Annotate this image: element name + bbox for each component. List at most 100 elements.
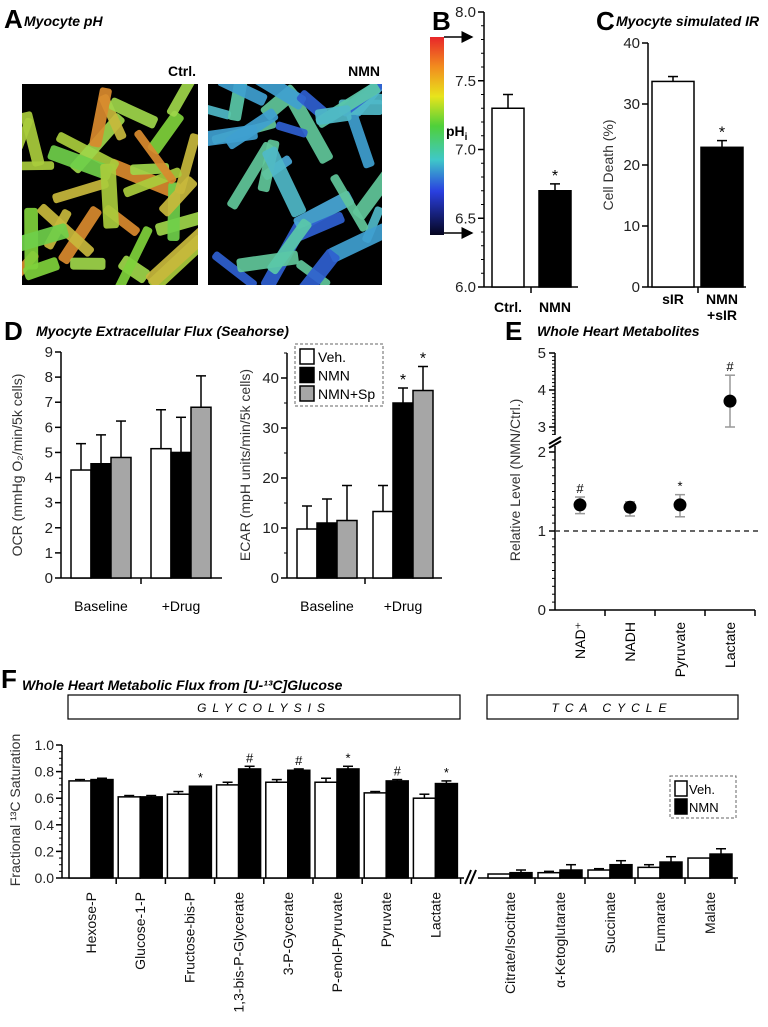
y-tick-label: 0.0 [35,870,55,886]
y-tick-label: 8 [45,369,53,386]
x-category-label: +Drug [162,598,201,614]
bar [287,769,311,879]
x-category-label: NMN [539,299,571,315]
significance-marker: # [246,750,254,765]
bar [70,469,92,579]
x-category-label: Pyruvate [672,622,688,677]
bar [190,406,212,579]
bar [609,863,633,879]
significance-marker: * [444,765,449,780]
y-tick-label: 0 [632,279,640,296]
y-tick-label: 3 [45,495,53,512]
bar-Veh. [587,867,611,879]
myocyte-cell [100,163,119,229]
legend-label: Veh. [689,782,715,797]
y-tick-label: 1 [45,545,53,562]
bar [90,778,114,879]
band-glycolysis: GLYCOLYSIS [67,694,461,720]
bar-Veh. [296,505,318,579]
panel-d-title: Myocyte Extracellular Flux (Seahorse) [36,323,289,339]
axis-break-mark [464,869,472,885]
panel-a-title: Myocyte pH [24,13,103,29]
bar-NMN [509,869,533,879]
bar [412,389,434,579]
bar [559,869,583,879]
myocyte-cell [145,227,198,285]
bar [700,146,744,288]
myocyte-cell [227,141,274,210]
significance-marker: # [576,481,584,496]
bar-Veh. [314,777,338,879]
bar-NMN [559,863,583,879]
bar [538,190,572,288]
myocyte-cell [47,145,113,181]
bar [296,528,318,579]
bar-NMN [139,794,163,879]
myocyte-cell [147,110,184,155]
bar-NMN [709,847,733,879]
myocyte-cell [212,251,257,285]
y-tick-label: 5 [45,444,53,461]
bar-NMN+Sp [412,365,434,579]
x-category-label: Fumarate [652,892,668,952]
legend-label: Veh. [318,349,346,365]
significance-marker: * [400,372,406,389]
bar [687,857,711,879]
myocyte-cell [248,84,307,110]
colorbar-label: pHi [446,123,468,143]
bar-NMN [385,778,409,879]
y-tick-label: 5 [538,345,546,362]
panel-letter-a: A [4,4,23,34]
y-axis-label: Relative Level (NMN/Ctrl.) [507,399,523,562]
y-tick-label: 7.0 [455,142,476,159]
point-marker [573,498,587,512]
bar [117,796,141,879]
y-tick-label: 2 [538,444,546,461]
bar-Veh. [637,863,661,879]
image-label: NMN [348,63,380,79]
legend-label: NMN [318,368,350,384]
y-tick-label: 20 [623,157,640,174]
x-category-label: NMN [706,291,738,307]
panel-f-title: Whole Heart Metabolic Flux from [U-¹³C]G… [22,677,343,693]
bar [385,780,409,879]
y-tick-label: 9 [45,344,53,361]
y-tick-label: 0.6 [35,790,55,806]
legend-label: NMN+Sp [318,386,375,402]
y-tick-label: 1 [538,523,546,540]
data-point-Lactate [723,374,737,428]
y-axis-label: Cell Death (%) [600,119,616,210]
x-category-label: sIR [662,291,684,307]
panel-e-y-axis: 0 1 2 3 4 5 [538,345,562,619]
myocyte-cell [166,84,198,117]
x-category-label: Pyruvate [378,892,394,947]
myocyte-cell [328,223,382,263]
myocyte-cell [118,255,151,284]
bar-NMN [336,765,360,879]
bar-NMN+Sp [110,420,132,579]
bar [537,871,561,879]
significance-marker: * [677,479,682,494]
bar [487,873,511,879]
bar [316,522,338,579]
bar-Veh. [372,484,394,579]
y-tick-label: 0 [45,570,53,587]
panel-letter-d: D [4,316,23,346]
ph-colorbar [430,37,444,235]
bar-Veh. [537,870,561,879]
panel-d-y-axis-3: 0 10 20 30 40 [262,352,288,587]
bar [68,780,92,879]
myocyte-cell [23,257,60,281]
bar [709,853,733,879]
x-category-label: Lactate [722,622,738,668]
y-tick-label: 40 [262,370,279,387]
x-category-label: Fructose-bis-P [181,892,197,983]
legend-swatch [299,385,315,402]
bar [170,451,192,579]
bar-NMN [659,855,683,879]
x-category-label: α-Ketoglutarate [552,892,568,988]
y-tick-label: 8.0 [455,4,476,21]
bar-Veh. [150,409,172,579]
y-axis-label: Fractional ¹³C Saturation [7,734,23,887]
myocyte-cell [288,97,333,164]
